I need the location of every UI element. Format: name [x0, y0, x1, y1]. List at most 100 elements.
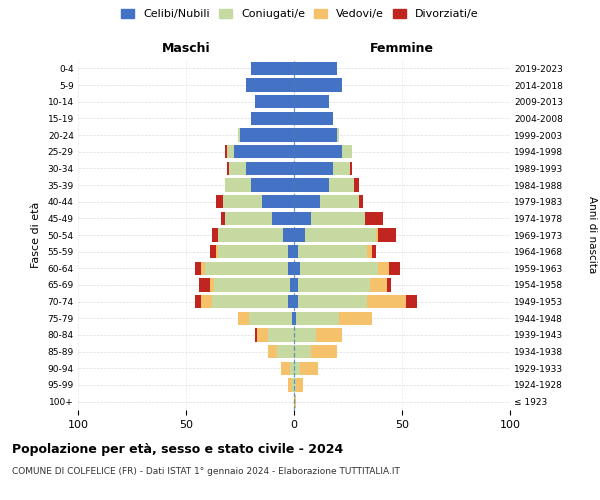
Bar: [294, 245, 298, 258]
Bar: [225, 178, 251, 192]
Bar: [283, 228, 294, 241]
Bar: [294, 62, 337, 75]
Bar: [320, 195, 359, 208]
Bar: [301, 262, 378, 275]
Bar: [316, 328, 341, 342]
Bar: [341, 145, 352, 158]
Bar: [370, 278, 387, 291]
Bar: [294, 345, 311, 358]
Bar: [194, 262, 201, 275]
Bar: [221, 212, 225, 225]
Bar: [296, 312, 340, 325]
Bar: [367, 245, 372, 258]
Bar: [294, 162, 333, 175]
Bar: [238, 128, 240, 141]
Bar: [290, 362, 294, 375]
Bar: [281, 362, 290, 375]
Bar: [225, 145, 227, 158]
Bar: [257, 328, 268, 342]
Bar: [240, 128, 294, 141]
Bar: [268, 345, 277, 358]
Text: Anni di nascita: Anni di nascita: [587, 196, 597, 274]
Bar: [311, 345, 337, 358]
Bar: [251, 112, 294, 125]
Bar: [294, 395, 296, 408]
Bar: [350, 162, 352, 175]
Bar: [287, 245, 294, 258]
Bar: [247, 78, 294, 92]
Text: COMUNE DI COLFELICE (FR) - Dati ISTAT 1° gennaio 2024 - Elaborazione TUTTITALIA.: COMUNE DI COLFELICE (FR) - Dati ISTAT 1°…: [12, 468, 400, 476]
Bar: [365, 212, 383, 225]
Bar: [378, 228, 395, 241]
Bar: [223, 195, 262, 208]
Bar: [218, 228, 283, 241]
Bar: [218, 245, 287, 258]
Bar: [305, 228, 376, 241]
Bar: [248, 312, 292, 325]
Bar: [294, 328, 316, 342]
Bar: [301, 362, 318, 375]
Bar: [262, 195, 294, 208]
Bar: [294, 212, 311, 225]
Bar: [389, 262, 400, 275]
Bar: [367, 295, 406, 308]
Bar: [294, 78, 341, 92]
Bar: [229, 162, 247, 175]
Bar: [294, 295, 298, 308]
Bar: [212, 228, 218, 241]
Bar: [294, 228, 305, 241]
Bar: [329, 178, 355, 192]
Bar: [216, 245, 218, 258]
Text: Femmine: Femmine: [370, 42, 434, 55]
Bar: [294, 278, 298, 291]
Bar: [268, 328, 294, 342]
Bar: [378, 262, 389, 275]
Y-axis label: Fasce di età: Fasce di età: [31, 202, 41, 268]
Bar: [294, 95, 329, 108]
Bar: [359, 195, 363, 208]
Bar: [294, 112, 333, 125]
Bar: [210, 278, 214, 291]
Bar: [406, 295, 417, 308]
Bar: [372, 245, 376, 258]
Bar: [294, 262, 301, 275]
Bar: [298, 295, 367, 308]
Bar: [298, 278, 370, 291]
Bar: [272, 212, 294, 225]
Bar: [294, 145, 341, 158]
Bar: [298, 245, 367, 258]
Bar: [292, 378, 294, 392]
Bar: [205, 262, 287, 275]
Bar: [201, 295, 212, 308]
Bar: [292, 312, 294, 325]
Bar: [287, 262, 294, 275]
Bar: [251, 62, 294, 75]
Legend: Celibi/Nubili, Coniugati/e, Vedovi/e, Divorziati/e: Celibi/Nubili, Coniugati/e, Vedovi/e, Di…: [118, 6, 482, 22]
Bar: [277, 345, 294, 358]
Bar: [247, 162, 294, 175]
Bar: [287, 295, 294, 308]
Bar: [294, 128, 337, 141]
Bar: [376, 228, 378, 241]
Bar: [210, 245, 216, 258]
Bar: [294, 178, 329, 192]
Bar: [337, 128, 340, 141]
Bar: [216, 195, 223, 208]
Text: Maschi: Maschi: [161, 42, 211, 55]
Bar: [333, 162, 350, 175]
Bar: [233, 145, 294, 158]
Bar: [355, 178, 359, 192]
Bar: [287, 378, 292, 392]
Text: Popolazione per età, sesso e stato civile - 2024: Popolazione per età, sesso e stato civil…: [12, 442, 343, 456]
Bar: [214, 278, 290, 291]
Bar: [255, 328, 257, 342]
Bar: [227, 145, 233, 158]
Bar: [340, 312, 372, 325]
Bar: [290, 278, 294, 291]
Bar: [294, 378, 296, 392]
Bar: [294, 362, 301, 375]
Bar: [199, 278, 210, 291]
Bar: [225, 212, 272, 225]
Bar: [311, 212, 365, 225]
Bar: [387, 278, 391, 291]
